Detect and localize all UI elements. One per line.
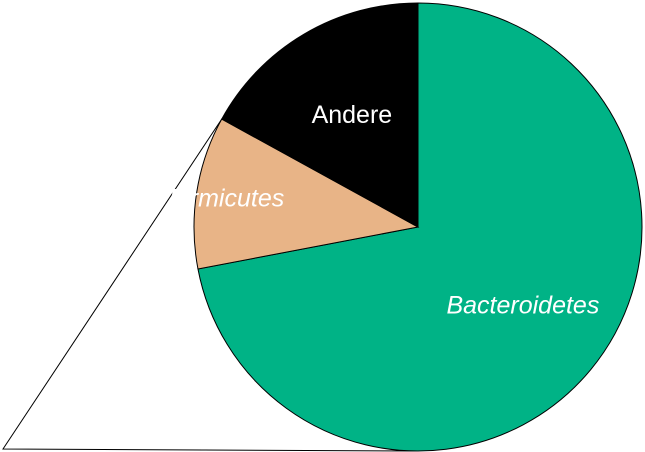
slice-layer [193, 2, 643, 452]
callout-layer [2, 118, 419, 452]
callout-lines [2, 118, 419, 452]
pie-slice-bacteroidetes [197, 2, 643, 452]
pie-slice-firmicutes [193, 118, 420, 270]
pie-slice-andere [221, 2, 419, 228]
label-layer: Bacteroidetes Firmicutes Andere [169, 101, 599, 319]
slice-label-firmicutes: Firmicutes [169, 184, 284, 212]
slice-label-bacteroidetes: Bacteroidetes [446, 292, 599, 320]
slice-label-andere: Andere [312, 101, 393, 129]
